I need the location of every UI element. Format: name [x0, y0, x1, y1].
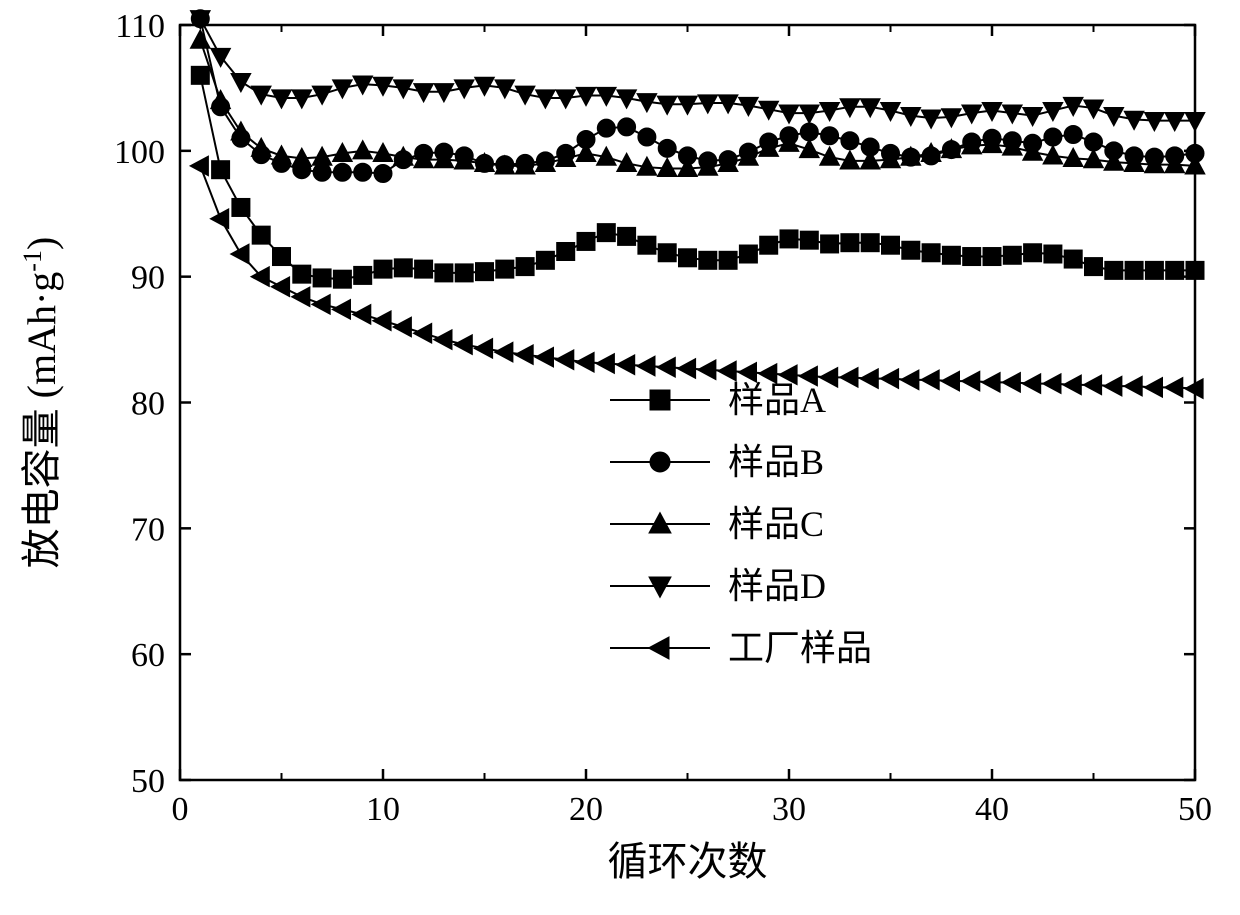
x-tick-label: 40: [975, 791, 1009, 828]
x-tick-label: 30: [772, 791, 806, 828]
y-tick-label: 70: [131, 511, 165, 548]
x-tick-label: 20: [569, 791, 603, 828]
y-axis-title: 放电容量 (mAh·g-1): [18, 237, 65, 569]
series-样品D: [190, 11, 1205, 131]
legend-label: 样品B: [728, 442, 824, 482]
y-tick-label: 110: [115, 8, 165, 45]
legend-label: 工厂样品: [728, 628, 872, 668]
y-tick-label: 60: [131, 637, 165, 674]
legend: 样品A 样品B 样品C 样品D 工厂样品: [610, 380, 872, 668]
plot-frame: [180, 25, 1195, 780]
x-tick-label: 10: [366, 791, 400, 828]
y-tick-label: 80: [131, 386, 165, 423]
y-tick-label: 100: [114, 134, 165, 171]
y-tick-label: 50: [131, 763, 165, 800]
legend-label: 样品C: [728, 504, 824, 544]
legend-label: 样品D: [728, 566, 826, 606]
x-tick-label: 0: [172, 791, 189, 828]
x-tick-label: 50: [1178, 791, 1212, 828]
chart-container: 0 10 20 30 40 50 50 60 70 80 90 100 110 循环次数 放电容量 (mAh…: [0, 0, 1240, 915]
cycling-discharge-chart: 0 10 20 30 40 50 50 60 70 80 90 100 110 循环次数 放电容量 (mAh…: [0, 0, 1240, 915]
legend-label: 样品A: [728, 380, 826, 420]
y-tick-label: 90: [131, 260, 165, 297]
x-axis-title: 循环次数: [608, 839, 768, 884]
